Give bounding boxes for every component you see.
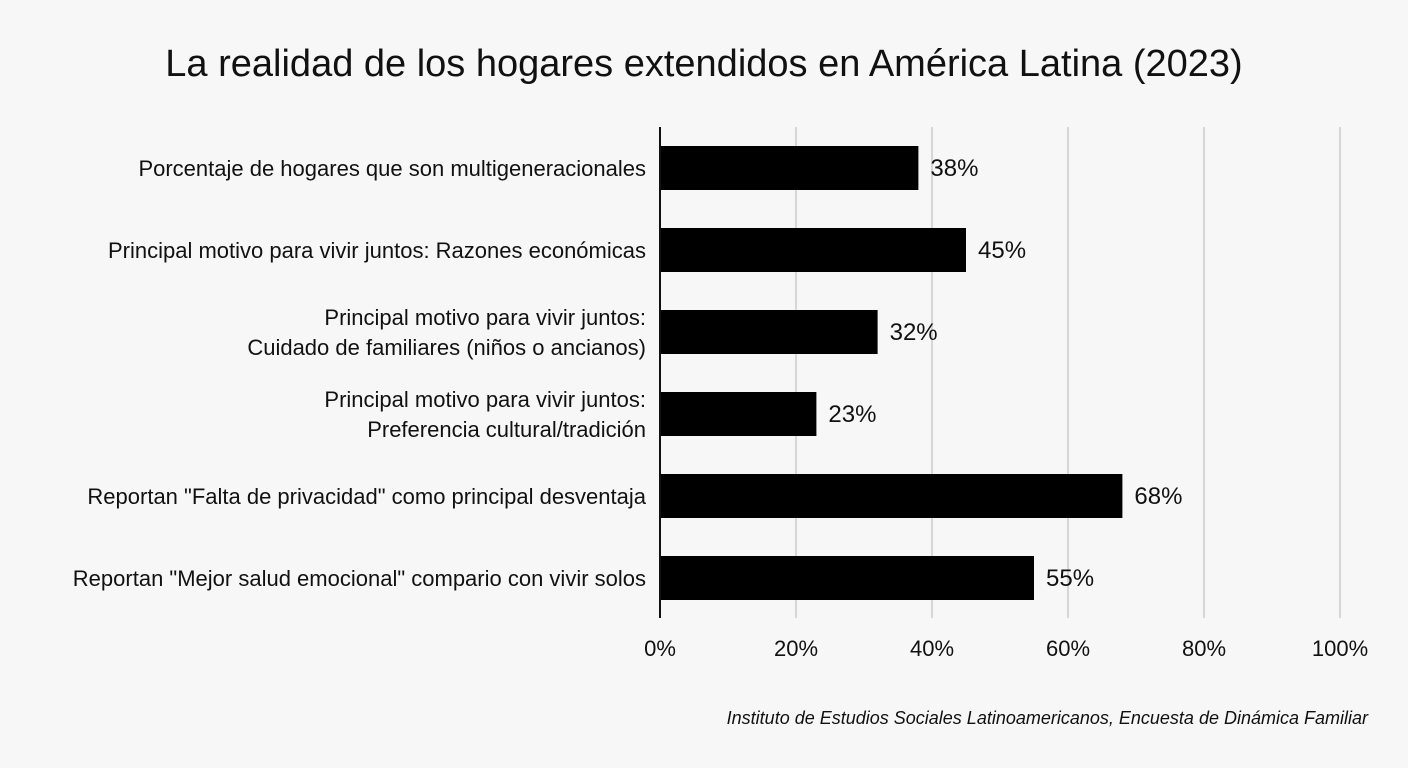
bar <box>660 556 1034 600</box>
bars <box>660 146 1123 600</box>
category-label: Principal motivo para vivir juntos: <box>324 387 646 412</box>
category-label: Cuidado de familiares (niños o ancianos) <box>247 335 646 360</box>
data-label: 55% <box>1046 565 1094 592</box>
category-label: Reportan "Falta de privacidad" como prin… <box>87 484 646 509</box>
category-label: Preferencia cultural/tradición <box>367 417 646 442</box>
category-label: Principal motivo para vivir juntos: <box>324 305 646 330</box>
x-tick-labels: 0% 20% 40% 60% 80% 100% <box>644 636 1368 661</box>
value-labels: 38% 45% 32% 23% 68% 55% <box>828 155 1182 592</box>
data-label: 45% <box>978 237 1026 264</box>
x-tick-label: 60% <box>1046 636 1090 661</box>
x-tick-label: 20% <box>774 636 818 661</box>
bar <box>660 146 919 190</box>
bar <box>660 228 966 272</box>
category-labels: Porcentaje de hogares que son multigener… <box>73 156 647 591</box>
x-tick-label: 0% <box>644 636 676 661</box>
gridlines <box>795 127 1341 618</box>
category-label: Reportan "Mejor salud emocional" compari… <box>73 566 646 591</box>
data-label: 38% <box>930 155 978 182</box>
source-note: Instituto de Estudios Sociales Latinoame… <box>726 708 1368 728</box>
data-label: 23% <box>828 401 876 428</box>
data-label: 32% <box>890 319 938 346</box>
chart-title: La realidad de los hogares extendidos en… <box>165 43 1243 85</box>
bar <box>660 392 817 436</box>
x-tick-label: 100% <box>1312 636 1368 661</box>
bar <box>660 310 878 354</box>
data-label: 68% <box>1134 483 1182 510</box>
bar <box>660 474 1123 518</box>
category-label: Principal motivo para vivir juntos: Razo… <box>108 238 646 263</box>
x-tick-label: 40% <box>910 636 954 661</box>
category-label: Porcentaje de hogares que son multigener… <box>138 156 646 181</box>
x-tick-label: 80% <box>1182 636 1226 661</box>
